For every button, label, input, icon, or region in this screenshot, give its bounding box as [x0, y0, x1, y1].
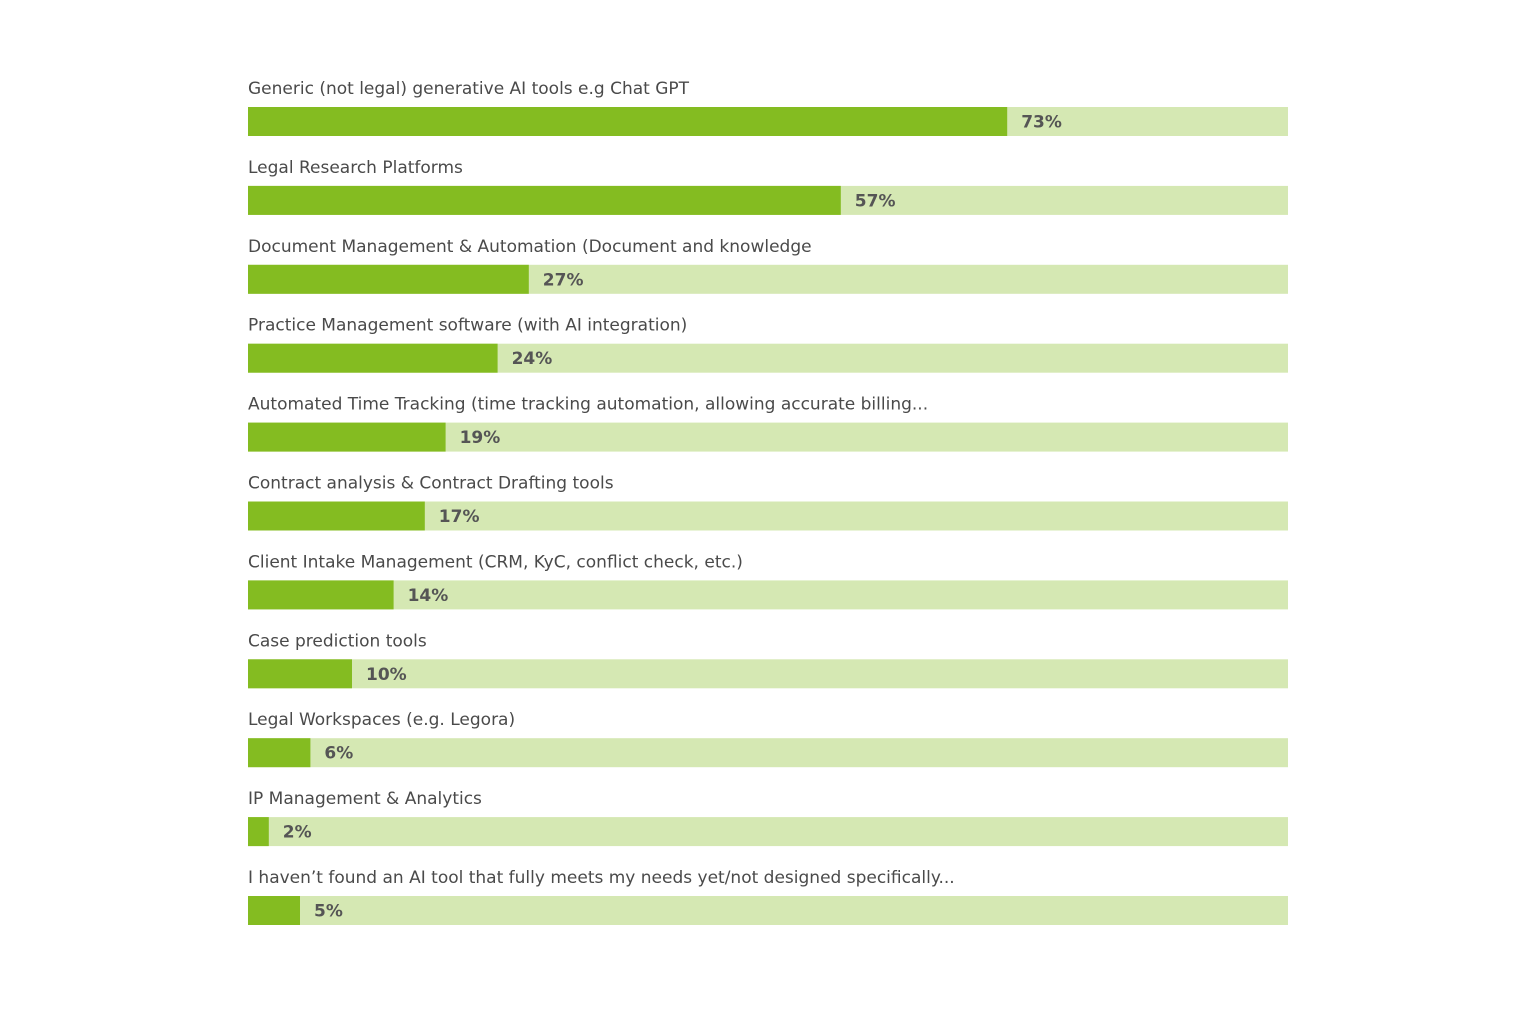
bar-row: Legal Workspaces (e.g. Legora) 6% [248, 710, 1288, 768]
category-label: I haven’t found an AI tool that fully me… [248, 868, 955, 888]
category-label: IP Management & Analytics [248, 789, 482, 809]
category-label: Practice Management software (with AI in… [248, 316, 687, 336]
bar-row: Generic (not legal) generative AI tools … [248, 79, 1288, 136]
bar [248, 501, 425, 531]
value-label: 14% [408, 586, 449, 606]
value-label: 73% [1021, 113, 1062, 133]
bar [248, 264, 529, 294]
bar-track [248, 580, 1288, 610]
bar [248, 343, 498, 373]
category-label: Client Intake Management (CRM, KyC, conf… [248, 552, 743, 572]
bar-row: Document Management & Automation (Docume… [248, 237, 1288, 294]
bar-row: Automated Time Tracking (time tracking a… [248, 395, 1288, 452]
category-label: Generic (not legal) generative AI tools … [248, 79, 690, 99]
value-label: 10% [366, 665, 407, 685]
bar-track [248, 738, 1288, 768]
category-label: Legal Research Platforms [248, 158, 463, 178]
value-label: 27% [543, 270, 584, 290]
bar-row: Contract analysis & Contract Drafting to… [248, 474, 1288, 531]
value-label: 57% [855, 191, 896, 211]
bar [248, 817, 269, 847]
bar [248, 659, 352, 689]
value-label: 17% [439, 507, 480, 527]
category-label: Case prediction tools [248, 631, 427, 651]
bar [248, 185, 841, 215]
bar-row: Practice Management software (with AI in… [248, 316, 1288, 373]
bar [248, 580, 394, 610]
bar-row: Legal Research Platforms 57% [248, 158, 1288, 215]
value-label: 5% [314, 902, 343, 922]
category-label: Automated Time Tracking (time tracking a… [248, 395, 928, 415]
bar-track [248, 817, 1288, 847]
category-label: Legal Workspaces (e.g. Legora) [248, 710, 515, 730]
bar [248, 896, 300, 925]
category-label: Document Management & Automation (Docume… [248, 237, 812, 257]
category-label: Contract analysis & Contract Drafting to… [248, 474, 614, 494]
bar-row: Client Intake Management (CRM, KyC, conf… [248, 552, 1288, 610]
value-label: 19% [460, 428, 501, 448]
bar [248, 107, 1008, 136]
value-label: 2% [283, 823, 312, 843]
bar-track [248, 659, 1288, 689]
bar-row: Case prediction tools 10% [248, 631, 1288, 689]
bar [248, 738, 311, 768]
bar-row: I haven’t found an AI tool that fully me… [248, 868, 1288, 925]
bar-track [248, 896, 1288, 925]
bar-row: IP Management & Analytics 2% [248, 789, 1288, 847]
value-label: 6% [324, 744, 353, 764]
value-label: 24% [512, 349, 553, 369]
bar [248, 422, 446, 452]
